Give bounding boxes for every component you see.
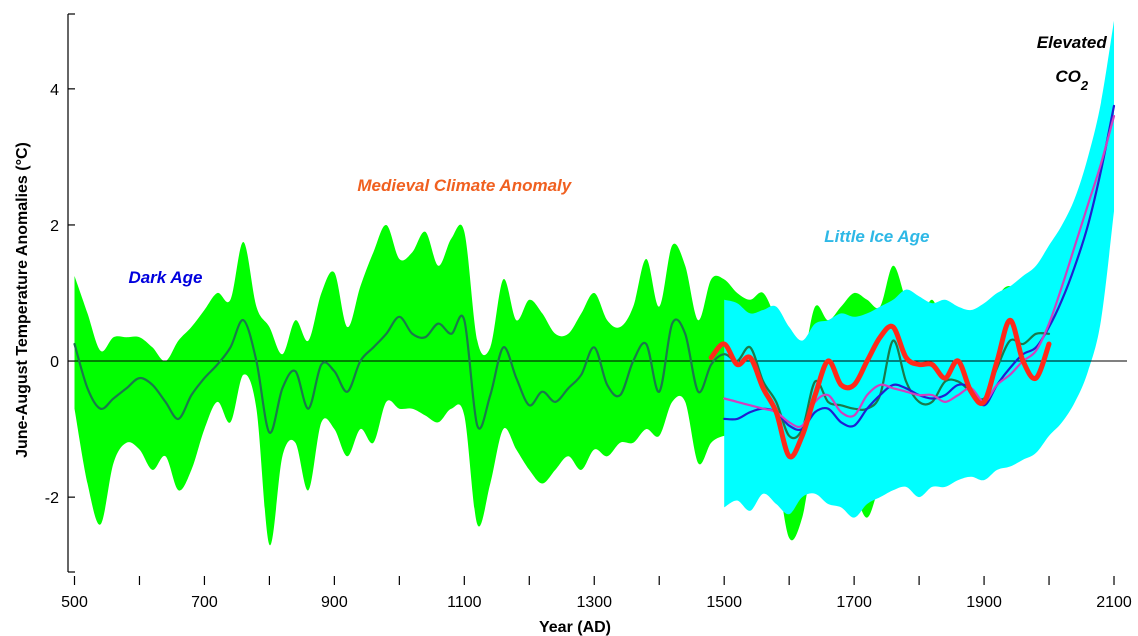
x-tick-label: 500 (61, 594, 88, 611)
band-series-2 (724, 20, 1114, 518)
x-tick-label: 1700 (836, 594, 872, 611)
annotation-label: CO2 (1055, 67, 1089, 93)
series-lines (73, 104, 1116, 460)
x-tick-label: 700 (191, 594, 218, 611)
x-tick-label: 1300 (576, 594, 612, 611)
line-series-5 (708, 317, 1052, 460)
x-tick-label: 1900 (966, 594, 1002, 611)
annotation-label: Medieval Climate Anomaly (357, 176, 572, 195)
annotation-label: Elevated (1037, 33, 1108, 52)
x-tick-label: 1500 (706, 594, 742, 611)
y-axis-title: June-August Temperature Anomalies (°C) (14, 142, 31, 458)
x-axis-title: Year (AD) (539, 619, 611, 636)
annotation-subscript: 2 (1080, 78, 1089, 93)
annotation-label: Little Ice Age (824, 227, 929, 246)
line-series-1 (73, 314, 1051, 440)
y-tick-label: 2 (50, 218, 59, 235)
annotations: Dark Age Medieval Climate Anomaly Little I… (128, 33, 1107, 287)
annotation-label: Dark Age (128, 268, 202, 287)
y-tick-label: 4 (50, 82, 59, 99)
ticks: -2 0 2 4 500 700 900 1100 1300 1500 1700 1900 2100 (45, 13, 1132, 611)
line-series-4 (723, 115, 1116, 429)
x-tick-label: 1100 (447, 594, 482, 611)
y-tick-label: 0 (50, 354, 59, 371)
y-tick-label: -2 (45, 490, 59, 507)
x-tick-label: 2100 (1096, 594, 1132, 611)
uncertainty-bands (74, 20, 1114, 546)
x-tick-label: 900 (321, 594, 348, 611)
